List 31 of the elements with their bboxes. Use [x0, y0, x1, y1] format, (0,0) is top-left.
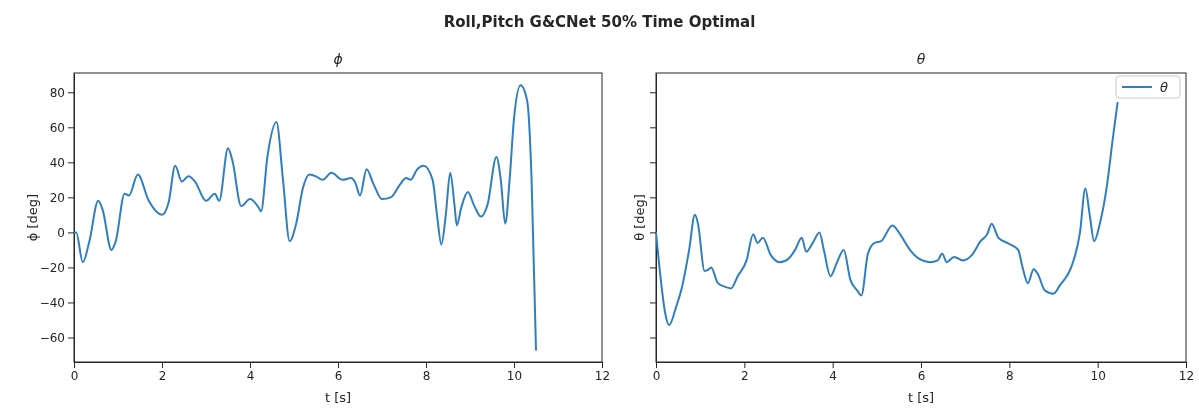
y-tick-label: −40 [39, 295, 65, 310]
x-tick-label: 4 [829, 368, 837, 383]
x-tick-label: 8 [422, 368, 431, 383]
x-tick-label: 0 [70, 368, 79, 383]
y-tick-label: 0 [57, 225, 65, 240]
x-tick-label: 12 [1178, 368, 1195, 383]
y-axis-title: θ [deg] [632, 194, 647, 241]
x-axis-title: t [s] [907, 390, 935, 405]
x-tick-label: 6 [334, 368, 343, 383]
y-tick-label: 20 [49, 190, 65, 205]
x-tick-label: 8 [1006, 368, 1014, 383]
x-tick-label: 0 [652, 368, 661, 383]
chart-title: ϕ [333, 51, 343, 67]
y-tick-label: −20 [39, 260, 65, 275]
y-tick-label: 40 [49, 155, 65, 170]
chart-title: θ [916, 51, 926, 67]
x-tick-label: 2 [741, 368, 749, 383]
line-series [74, 84, 537, 351]
x-tick-label: 12 [594, 368, 611, 383]
text: Roll,Pitch G&CNet 50% Time Optimal [443, 13, 756, 31]
y-tick-label: −60 [39, 330, 65, 345]
y-tick-label: 60 [49, 120, 65, 135]
x-axis-title: t [s] [324, 390, 352, 405]
y-tick-label: 80 [49, 85, 65, 100]
x-tick-label: 10 [1090, 368, 1106, 383]
x-tick-label: 6 [917, 368, 926, 383]
legend-label: θ [1160, 80, 1168, 95]
x-tick-label: 2 [158, 368, 167, 383]
x-tick-label: 10 [506, 368, 523, 383]
y-axis-title: ϕ [deg] [25, 193, 40, 242]
x-tick-label: 4 [246, 368, 255, 383]
